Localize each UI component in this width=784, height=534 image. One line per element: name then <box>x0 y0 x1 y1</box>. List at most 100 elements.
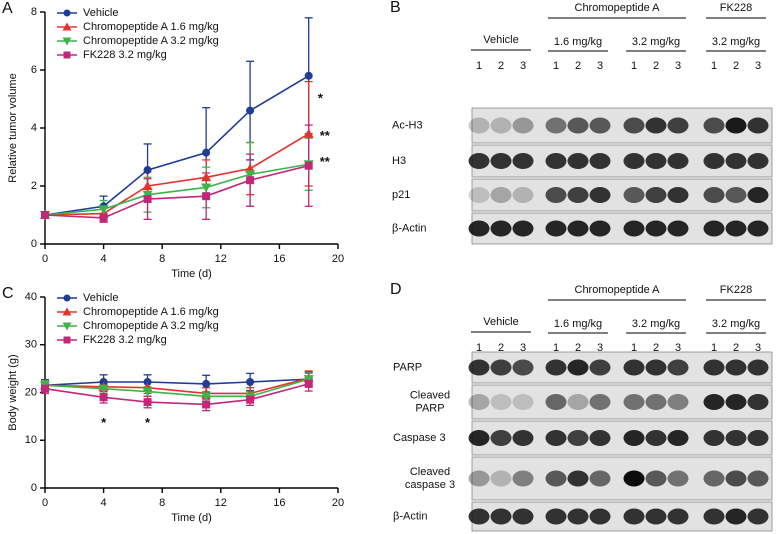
row-label: Cleaved <box>410 466 450 478</box>
marker <box>202 192 211 201</box>
band <box>645 153 667 169</box>
legend-label: FK228 3.2 mg/kg <box>83 334 167 346</box>
band <box>623 187 645 203</box>
band <box>545 394 567 410</box>
x-tick-label: 16 <box>273 253 285 265</box>
annotation: * <box>318 90 324 105</box>
band <box>703 394 725 410</box>
band <box>490 220 512 237</box>
marker <box>245 163 256 173</box>
band <box>589 220 611 237</box>
band <box>725 508 747 525</box>
band <box>725 153 747 169</box>
band <box>512 394 534 410</box>
annotation: * <box>145 415 151 430</box>
band <box>703 430 725 446</box>
band <box>725 470 747 487</box>
legend-label: Vehicle <box>83 292 118 304</box>
lane-label: 2 <box>498 60 504 72</box>
band <box>703 153 725 169</box>
y-axis-title: Relative tumor volume <box>7 73 19 182</box>
x-tick-label: 4 <box>101 497 107 509</box>
marker <box>143 398 152 407</box>
series-line <box>44 163 309 216</box>
band <box>747 470 769 487</box>
marker <box>246 395 255 404</box>
series-line <box>44 133 310 216</box>
lane-label: 3 <box>675 60 681 72</box>
panel-label: A <box>2 0 13 17</box>
band <box>512 117 534 134</box>
lane-label: 1 <box>711 60 717 72</box>
marker <box>63 9 71 17</box>
series-line <box>44 378 309 398</box>
series-line <box>44 383 309 406</box>
band <box>725 117 747 134</box>
band <box>490 359 512 376</box>
band <box>512 430 534 446</box>
band <box>645 117 667 134</box>
y-tick-label: 10 <box>25 434 37 446</box>
marker <box>202 148 211 157</box>
lane-label: 3 <box>520 60 526 72</box>
series-line <box>44 378 309 387</box>
band <box>623 153 645 169</box>
y-tick-label: 30 <box>25 339 37 351</box>
y-tick-label: 40 <box>25 291 37 303</box>
group-label: Chromopeptide A <box>575 2 661 14</box>
lane-label: 3 <box>755 342 761 354</box>
panel-label: C <box>2 285 14 302</box>
x-axis-title: Time (d) <box>171 512 212 524</box>
band <box>725 187 747 203</box>
x-tick-label: 8 <box>159 497 165 509</box>
band <box>703 187 725 203</box>
band <box>545 470 567 487</box>
marker <box>246 377 255 386</box>
band <box>589 187 611 203</box>
panel-label: D <box>390 281 402 298</box>
band <box>589 508 611 525</box>
band <box>490 470 512 487</box>
band <box>512 359 534 376</box>
group-label: FK228 <box>720 2 752 14</box>
band <box>667 430 689 446</box>
lane-label: 1 <box>631 60 637 72</box>
band <box>747 187 769 203</box>
y-tick-label: 4 <box>31 122 37 134</box>
band <box>567 117 589 134</box>
band <box>468 187 490 203</box>
band <box>468 117 490 134</box>
lane-label: 1 <box>476 342 482 354</box>
annotation: ** <box>320 128 331 143</box>
band <box>623 430 645 446</box>
band <box>645 508 667 525</box>
band <box>490 394 512 410</box>
band <box>725 394 747 410</box>
lane-label: 2 <box>575 60 581 72</box>
marker <box>304 71 313 80</box>
x-tick-label: 0 <box>42 497 48 509</box>
marker <box>142 387 153 397</box>
band <box>589 430 611 446</box>
y-tick-label: 2 <box>31 180 37 192</box>
band <box>567 470 589 487</box>
band <box>747 153 769 169</box>
marker <box>143 377 152 386</box>
lane-label: 2 <box>733 60 739 72</box>
lane-label: 3 <box>597 60 603 72</box>
lane-label: 3 <box>675 342 681 354</box>
band <box>468 508 490 525</box>
band <box>567 153 589 169</box>
band <box>667 359 689 376</box>
marker <box>201 392 212 402</box>
legend-label: Chromopeptide A 1.6 mg/kg <box>83 21 219 33</box>
band <box>645 187 667 203</box>
band <box>545 430 567 446</box>
band <box>623 394 645 410</box>
band <box>490 430 512 446</box>
band <box>747 508 769 525</box>
band <box>567 187 589 203</box>
marker <box>304 161 313 170</box>
marker <box>245 170 256 180</box>
dose-label: 3.2 mg/kg <box>712 318 760 330</box>
